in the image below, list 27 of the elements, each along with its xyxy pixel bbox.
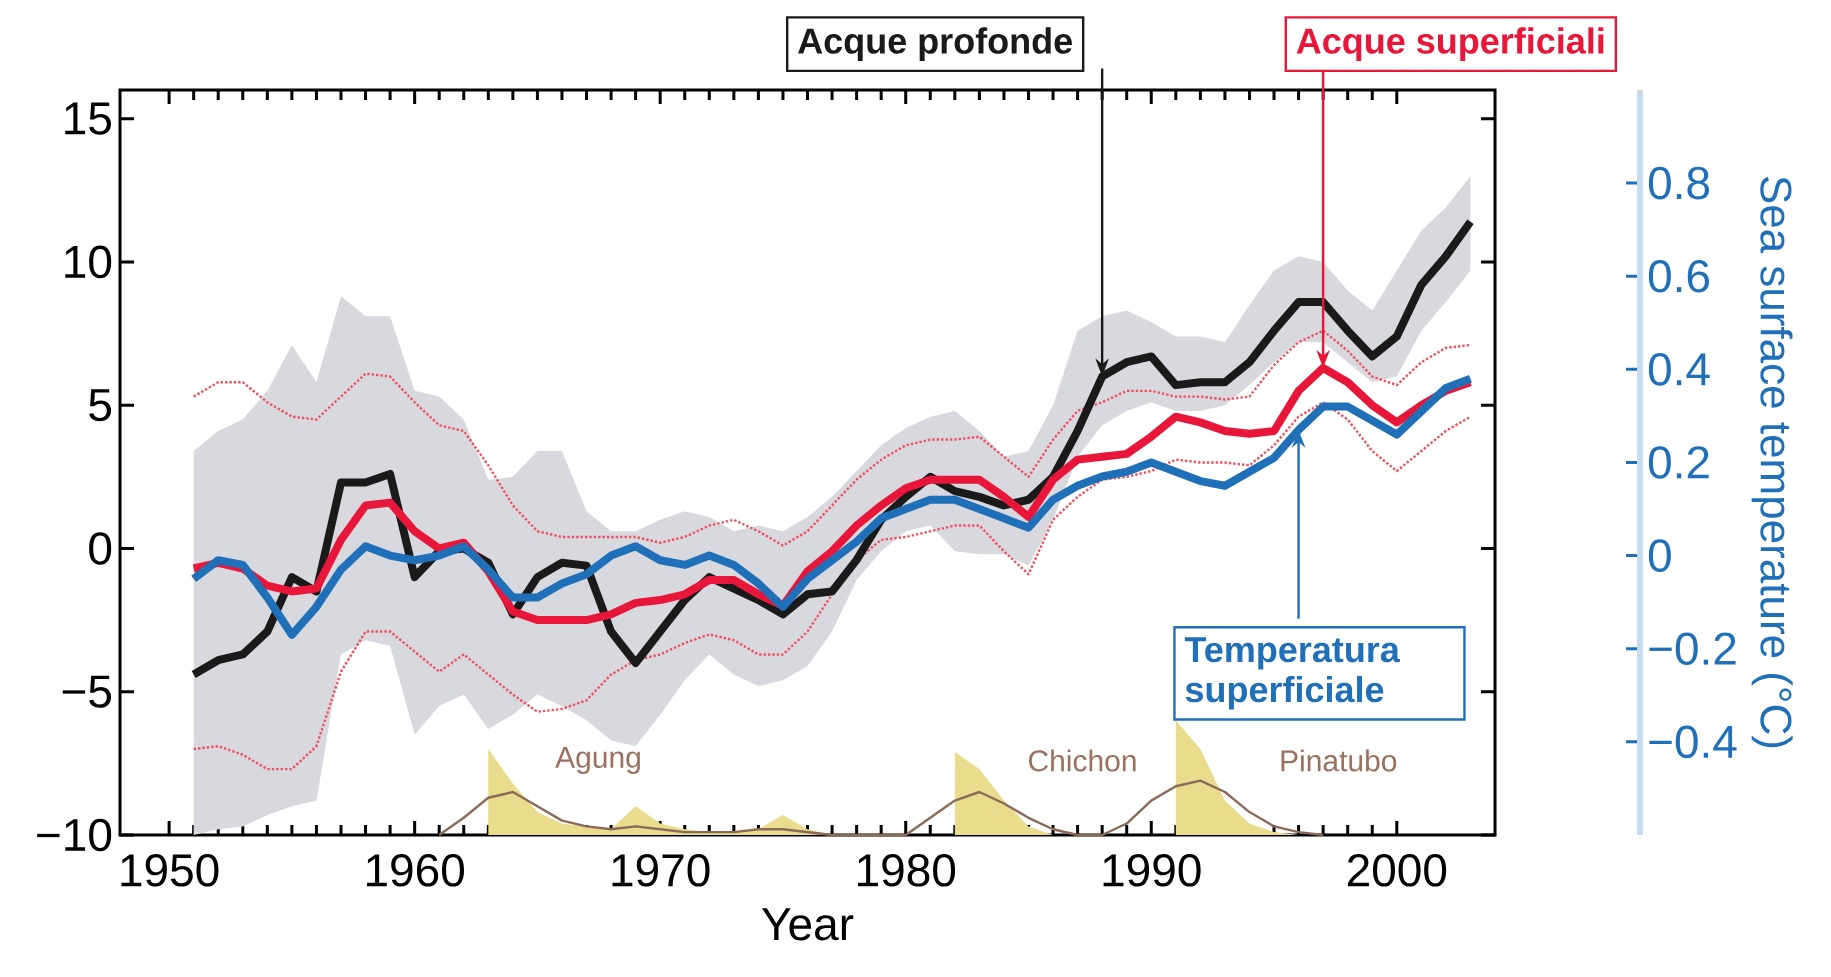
x-tick-label: 2000 (1347, 854, 1447, 887)
x-tick-label: 1960 (367, 854, 465, 887)
y2-tick-label: 0.8 (1648, 166, 1710, 200)
y-tick-label: 0 (89, 532, 112, 565)
y-tick-label: 5 (89, 389, 112, 422)
text: Acque profonde (798, 27, 1072, 61)
y-tick-label: −5 (62, 675, 112, 708)
text: Temperatura superficiale (1184, 637, 1401, 710)
y2-tick-label: 0.6 (1648, 259, 1710, 293)
x-tick-label: 1990 (1103, 854, 1201, 887)
y2-tick-label: −0.2 (1649, 632, 1736, 666)
annotation: Agung (555, 747, 640, 774)
annotation: Pinatubo (1281, 749, 1397, 772)
annotation: Chichon (1029, 749, 1136, 772)
y-tick-label: 10 (65, 245, 112, 279)
y2-axis-title: Sea surface temperature (°C) (1751, 176, 1793, 748)
y-tick-label: −10 (37, 818, 112, 852)
y2-tick-label: 0.4 (1648, 353, 1710, 386)
y2-tick-label: −0.4 (1649, 725, 1737, 759)
y2-tick-label: 0 (1648, 539, 1671, 572)
y-tick-label: 15 (65, 102, 111, 135)
x-tick-label: 1980 (858, 854, 956, 887)
text: Acque superficiali (1296, 27, 1604, 61)
y2-tick-label: 0.2 (1648, 446, 1709, 479)
x-axis-title: Year (762, 908, 854, 941)
x-tick-label: 1950 (121, 854, 219, 887)
x-tick-label: 1970 (612, 854, 710, 887)
